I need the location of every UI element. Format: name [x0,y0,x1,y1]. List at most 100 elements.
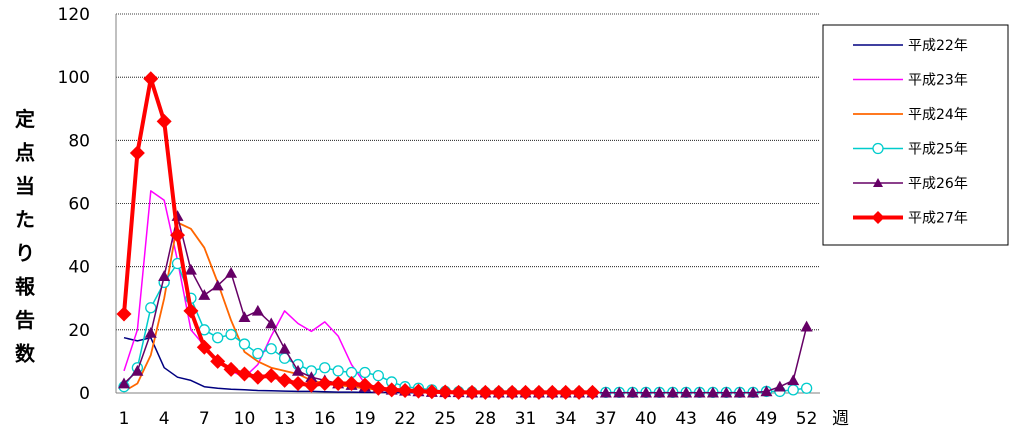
data-point-diamond [558,384,574,400]
data-point-diamond [584,384,600,400]
y-tick-label: 100 [58,68,90,88]
data-point-diamond [143,71,159,87]
data-point-triangle [211,279,224,291]
data-point-circle [332,365,344,377]
data-point-diamond [317,376,333,392]
data-point-triangle [225,266,238,278]
data-point-diamond [223,361,239,377]
x-tick-label: 7 [199,409,210,429]
y-tick-label: 120 [58,5,90,25]
data-point-triangle [800,320,813,332]
legend-label: 平成24年 [908,107,968,123]
data-point-diamond [397,382,413,398]
data-point-circle [238,338,251,350]
data-point-triangle [305,371,318,383]
x-tick-label: 46 [715,409,737,429]
y-axis-label-char: 数 [15,342,36,366]
legend-label: 平成25年 [908,142,968,158]
data-point-diamond [357,377,373,393]
legend-label: 平成23年 [908,73,968,89]
data-point-circle [787,384,799,396]
data-point-circle [145,302,157,314]
legend-label: 平成26年 [908,176,968,192]
y-axis-label-char: 点 [15,141,35,165]
legend-item: 平成24年 [853,107,968,123]
data-point-triangle [733,386,746,398]
x-tick-label: 43 [675,409,697,429]
series-line [123,190,513,394]
data-point-diamond [518,384,534,400]
x-tick-label: 49 [756,409,778,429]
data-point-diamond [531,384,547,400]
data-point-triangle [278,342,291,354]
data-point-diamond [344,376,360,392]
data-point-triangle [613,386,626,398]
legend-label: 平成27年 [908,211,968,227]
data-point-diamond [263,368,279,384]
data-point-triangle [706,386,719,398]
data-point-diamond [210,353,226,369]
y-axis-label-char: た [15,208,35,232]
data-point-triangle [773,380,786,392]
data-point-diamond [464,384,480,400]
y-axis-label-char: 定 [15,107,35,131]
data-point-diamond [384,382,400,398]
series-6 [116,71,600,400]
data-point-triangle [118,377,130,389]
series-5 [118,210,813,398]
data-point-triangle [640,386,652,398]
data-point-triangle [144,326,157,338]
x-tick-label: 37 [595,409,617,429]
x-axis-label: 週 [832,409,849,429]
legend-item: 平成22年 [853,38,968,54]
data-point-diamond [571,384,587,400]
data-point-triangle [131,364,144,376]
data-point-triangle [747,386,760,398]
data-point-circle [212,332,224,344]
data-point-triangle [787,374,800,386]
data-point-diamond [303,377,319,393]
y-tick-labels: 0 20 40 60 80 100 120 [58,5,90,404]
y-tick-label: 20 [68,321,90,341]
series-4 [118,257,813,399]
data-point-circle [319,362,331,374]
gridlines [116,13,820,331]
data-point-diamond [424,384,440,400]
data-point-diamond [437,384,453,400]
data-point-triangle [238,311,251,322]
data-point-triangle [720,386,733,398]
data-point-diamond [250,369,266,385]
data-point-triangle [292,364,304,376]
data-point-circle [372,369,384,382]
x-tick-label: 40 [635,409,657,429]
data-point-diamond [170,227,186,243]
data-point-circle [872,142,884,155]
legend-box [822,24,1009,246]
x-tick-label: 34 [555,409,577,429]
y-axis-label-char: 報 [15,275,36,299]
x-tick-label: 10 [234,409,256,429]
data-point-diamond [236,366,252,382]
data-point-triangle [693,386,706,398]
data-point-diamond [277,372,293,388]
data-point-diamond [451,384,467,400]
data-point-diamond [330,376,346,392]
data-point-diamond [196,339,212,355]
x-tick-label: 31 [515,409,537,429]
y-axis-label-char: 告 [15,308,35,332]
series-line [122,76,593,395]
x-tick-label: 4 [159,409,170,429]
data-point-diamond [871,211,885,224]
data-point-diamond [544,384,560,400]
data-point-diamond [370,380,386,396]
series-2 [123,190,513,394]
series-group [116,71,813,400]
data-point-triangle [666,386,679,398]
data-point-triangle [626,386,639,398]
x-tick-label: 52 [796,409,818,429]
data-point-diamond [129,145,145,161]
y-axis-label-char: り [15,241,35,265]
data-point-triangle [653,386,666,398]
